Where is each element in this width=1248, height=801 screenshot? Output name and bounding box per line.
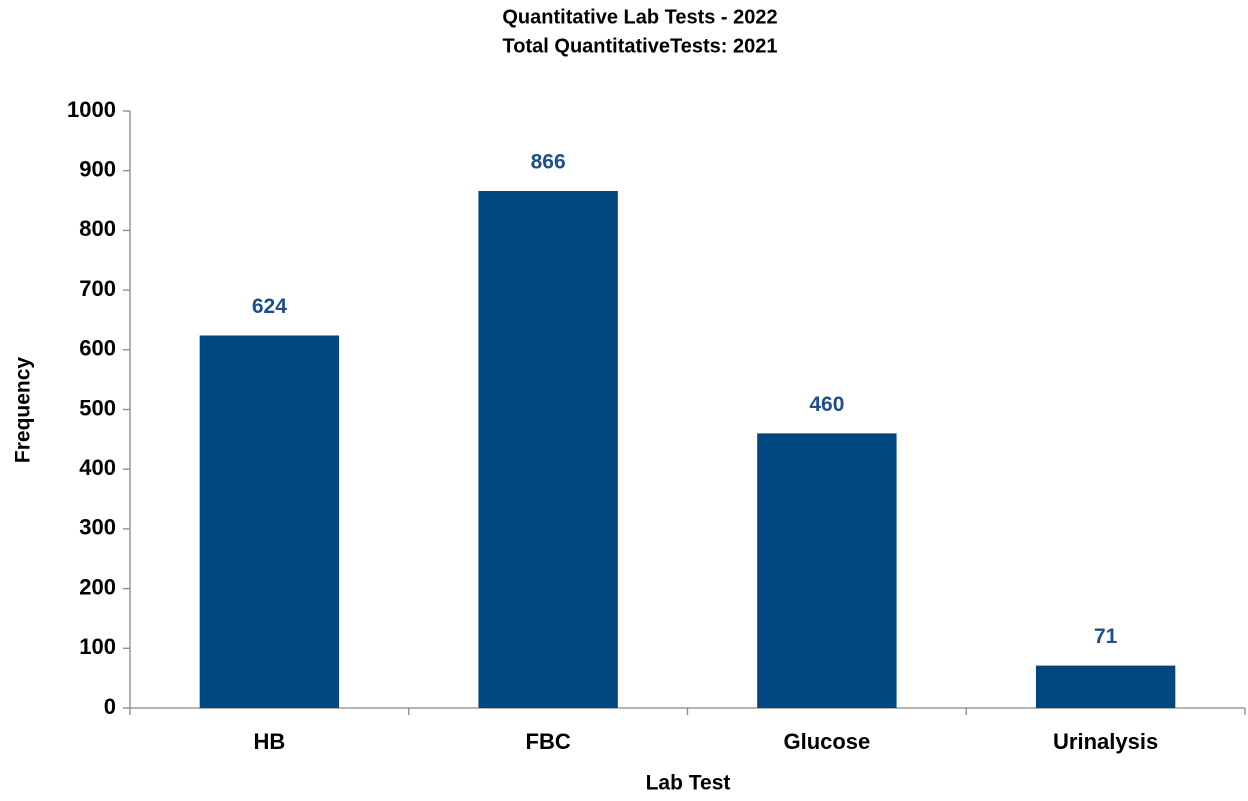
y-axis-title: Frequency bbox=[12, 357, 35, 464]
x-tick-label: FBC bbox=[526, 729, 571, 754]
y-tick-label: 200 bbox=[79, 574, 116, 599]
y-tick-label: 300 bbox=[79, 515, 116, 540]
value-label: 866 bbox=[531, 151, 566, 174]
value-label: 460 bbox=[809, 393, 844, 416]
y-tick-label: 500 bbox=[79, 395, 116, 420]
bar bbox=[757, 433, 897, 708]
value-label: 71 bbox=[1094, 625, 1118, 648]
y-tick-label: 600 bbox=[79, 336, 116, 361]
bar bbox=[1035, 665, 1176, 708]
chart-title: Quantitative Lab Tests - 2022 bbox=[502, 6, 777, 28]
x-tick-label: HB bbox=[253, 729, 285, 754]
y-tick-label: 900 bbox=[79, 157, 116, 182]
y-tick-label: 1000 bbox=[67, 97, 116, 122]
bar bbox=[199, 335, 340, 708]
y-tick-label: 400 bbox=[79, 455, 116, 480]
y-tick-label: 100 bbox=[79, 634, 116, 659]
x-tick-label: Glucose bbox=[783, 729, 870, 754]
y-tick-label: 800 bbox=[79, 216, 116, 241]
x-tick-label: Urinalysis bbox=[1053, 729, 1158, 754]
y-tick-label: 700 bbox=[79, 276, 116, 301]
y-tick-label: 0 bbox=[104, 694, 116, 719]
chart-subtitle: Total QuantitativeTests: 2021 bbox=[503, 35, 778, 57]
x-axis-title: Lab Test bbox=[646, 772, 731, 795]
bar bbox=[478, 190, 618, 709]
value-label: 624 bbox=[252, 295, 287, 318]
